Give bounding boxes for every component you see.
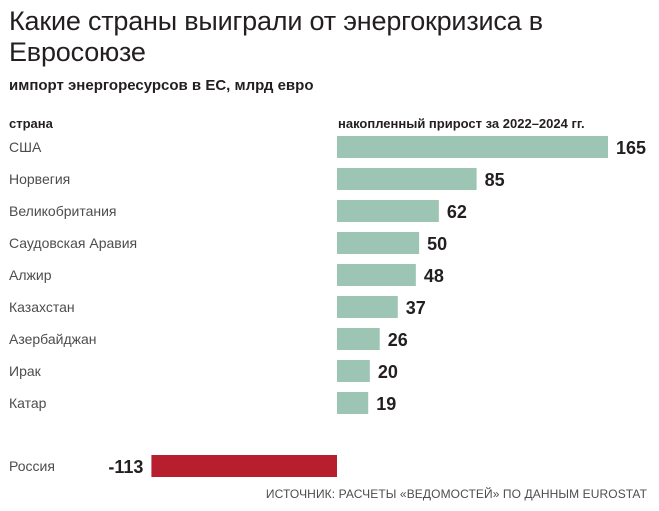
value-label-row-0: 165 [616, 138, 646, 158]
bar-row-4 [337, 264, 416, 286]
value-label-row-5: 37 [406, 298, 426, 318]
bar-row-7 [337, 360, 370, 382]
bar-row-2 [337, 200, 439, 222]
bar-row-1 [337, 168, 477, 190]
bar-row-3 [337, 232, 420, 254]
column-header-growth: накопленный прирост за 2022–2024 гг. [338, 116, 585, 131]
value-label-row-4: 48 [424, 266, 444, 286]
category-label-row-7: Ирак [9, 363, 42, 379]
bar-row-5 [337, 296, 398, 318]
value-label-row-9: -113 [108, 457, 143, 477]
value-label-row-7: 20 [378, 362, 398, 382]
value-label-row-8: 19 [376, 394, 396, 414]
category-label-row-5: Казахстан [9, 299, 75, 315]
source-note: ИСТОЧНИК: РАСЧЕТЫ «ВЕДОМОСТЕЙ» ПО ДАННЫМ… [265, 487, 647, 501]
value-label-row-6: 26 [388, 330, 408, 350]
category-label-row-9: Россия [9, 458, 55, 474]
chart-title: Какие страны выиграли от энергокризиса в… [9, 6, 543, 67]
value-label-row-3: 50 [427, 234, 447, 254]
category-label-row-3: Саудовская Аравия [9, 235, 137, 251]
bar-row-6 [337, 328, 380, 350]
bar-row-8 [337, 392, 369, 414]
bar-row-9 [151, 455, 337, 477]
category-label-row-4: Алжир [9, 267, 52, 283]
bar-row-0 [337, 136, 608, 158]
category-label-row-8: Катар [9, 395, 47, 411]
category-label-row-1: Норвегия [9, 171, 70, 187]
value-label-row-2: 62 [447, 202, 467, 222]
value-label-row-1: 85 [485, 170, 505, 190]
category-label-row-0: США [9, 139, 42, 155]
category-label-row-2: Великобритания [9, 203, 117, 219]
column-header-country: страна [9, 116, 53, 131]
category-label-row-6: Азербайджан [9, 331, 97, 347]
chart-subtitle: импорт энергоресурсов в ЕС, млрд евро [9, 77, 314, 94]
